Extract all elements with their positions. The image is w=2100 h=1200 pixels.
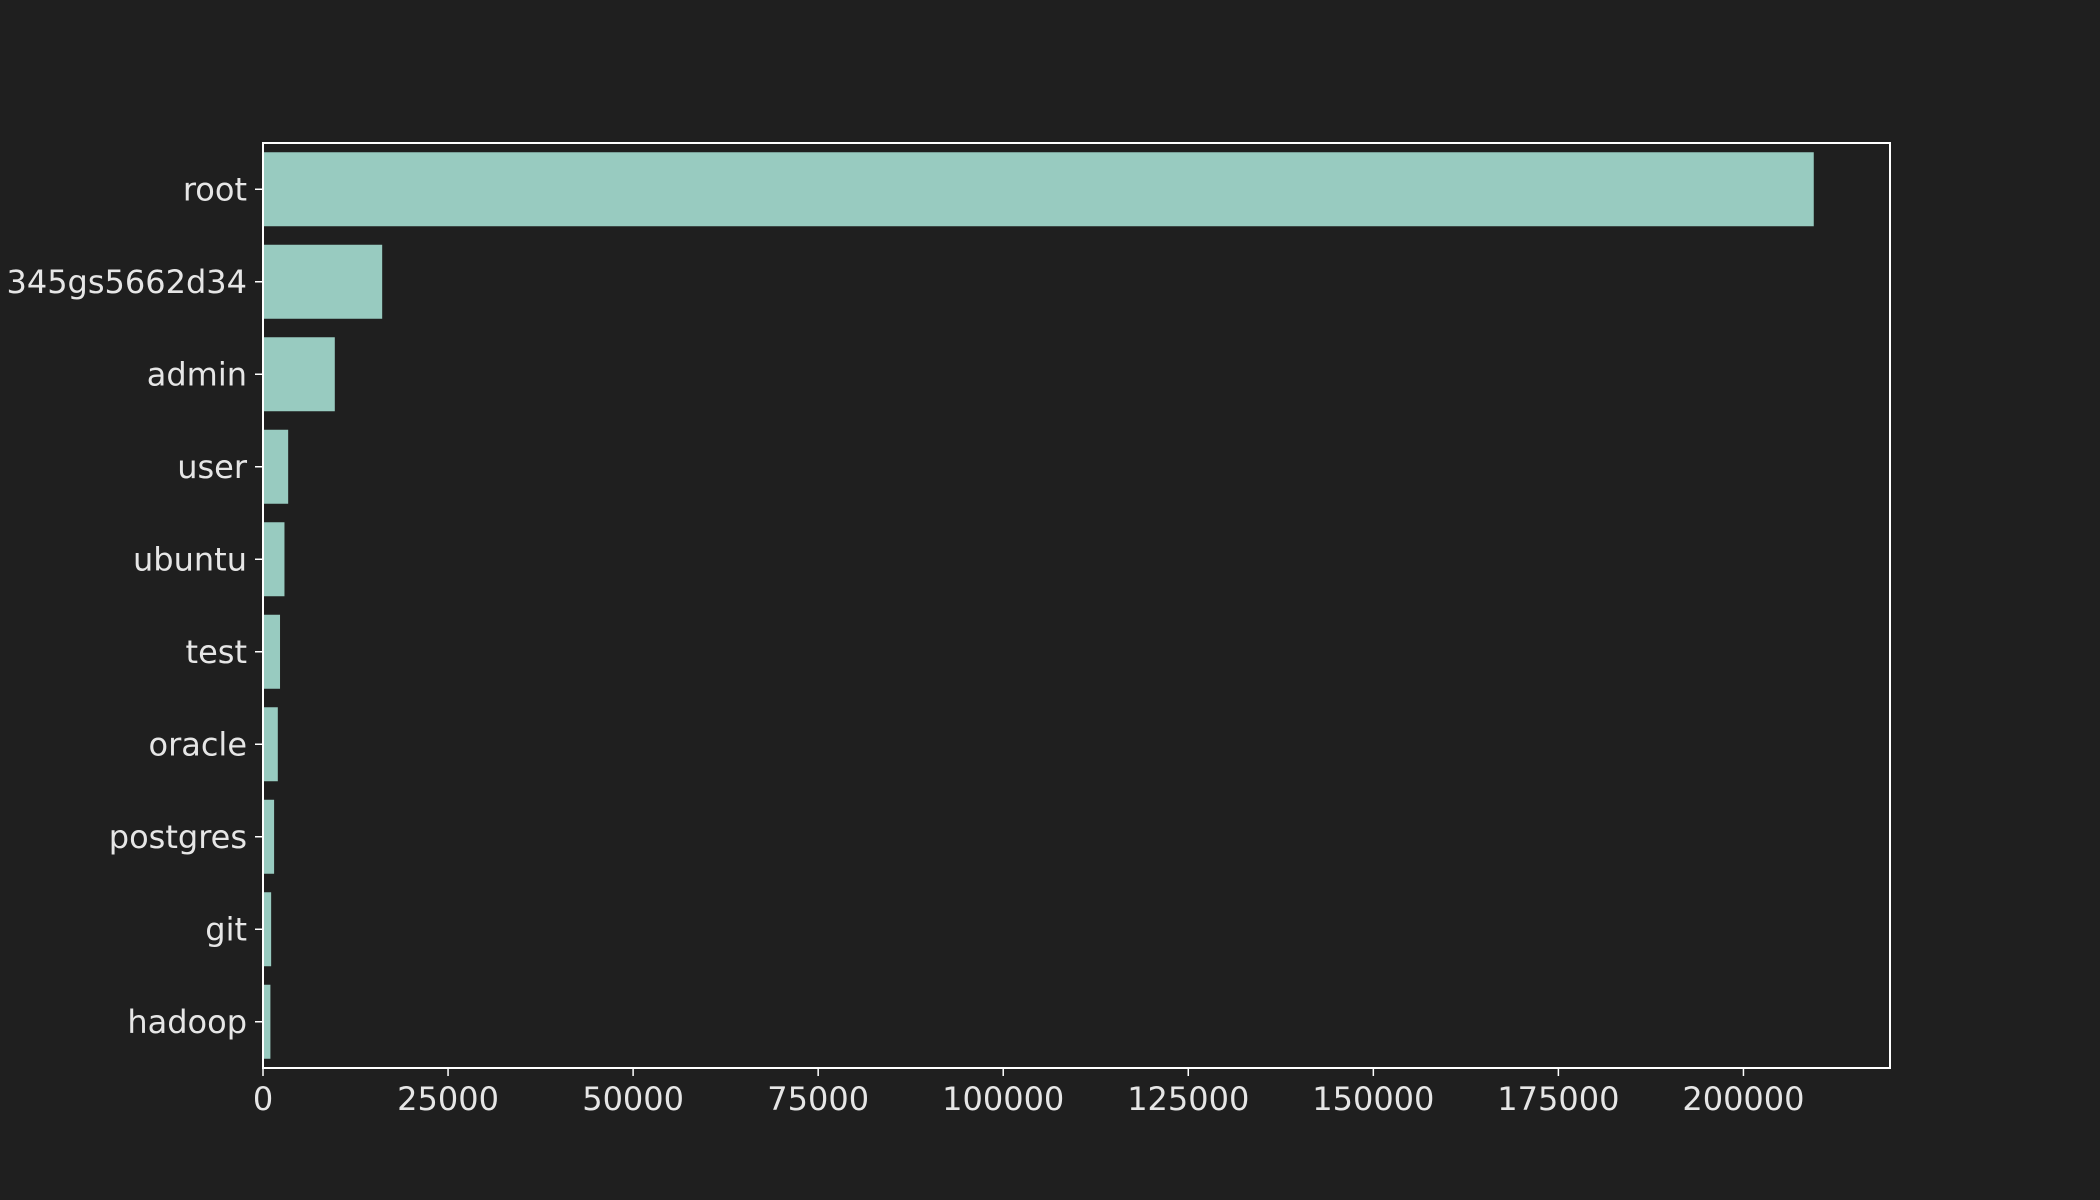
bar-postgres <box>263 799 275 874</box>
bar-admin <box>263 337 335 412</box>
x-tick-label: 50000 <box>582 1080 684 1118</box>
y-tick-label: ubuntu <box>133 540 247 578</box>
y-tick-label: oracle <box>148 725 247 763</box>
x-tick-label: 200000 <box>1682 1080 1804 1118</box>
x-tick-label: 175000 <box>1497 1080 1619 1118</box>
y-axis: root 345gs5662d34 admin user ubuntu test oracl… <box>6 170 263 1041</box>
bar-345gs5662d34 <box>263 244 383 319</box>
x-axis: 0 25000 50000 75000 100000 125000 150000 175000… <box>253 1068 1805 1118</box>
plot-frame <box>262 142 1891 1069</box>
y-tick-label: user <box>177 448 248 486</box>
bars-layer <box>263 152 1814 1059</box>
x-tick-label: 150000 <box>1312 1080 1434 1118</box>
y-tick-label: test <box>186 633 247 671</box>
y-tick-label: git <box>205 910 247 948</box>
y-tick-label: postgres <box>109 818 247 856</box>
bar-test <box>263 614 281 689</box>
bar-hadoop <box>263 984 271 1059</box>
y-tick-label: admin <box>147 355 247 393</box>
y-tick-label: root <box>183 170 247 208</box>
x-tick-label: 100000 <box>942 1080 1064 1118</box>
y-tick-label: hadoop <box>127 1003 247 1041</box>
bar-git <box>263 892 272 967</box>
x-tick-label: 0 <box>253 1080 273 1118</box>
x-tick-label: 75000 <box>767 1080 869 1118</box>
x-tick-label: 125000 <box>1127 1080 1249 1118</box>
bar-user <box>263 429 289 504</box>
bar-ubuntu <box>263 522 285 597</box>
x-tick-label: 25000 <box>397 1080 499 1118</box>
bar-root <box>263 152 1814 227</box>
y-tick-label: 345gs5662d34 <box>6 263 247 301</box>
bar-oracle <box>263 707 278 782</box>
